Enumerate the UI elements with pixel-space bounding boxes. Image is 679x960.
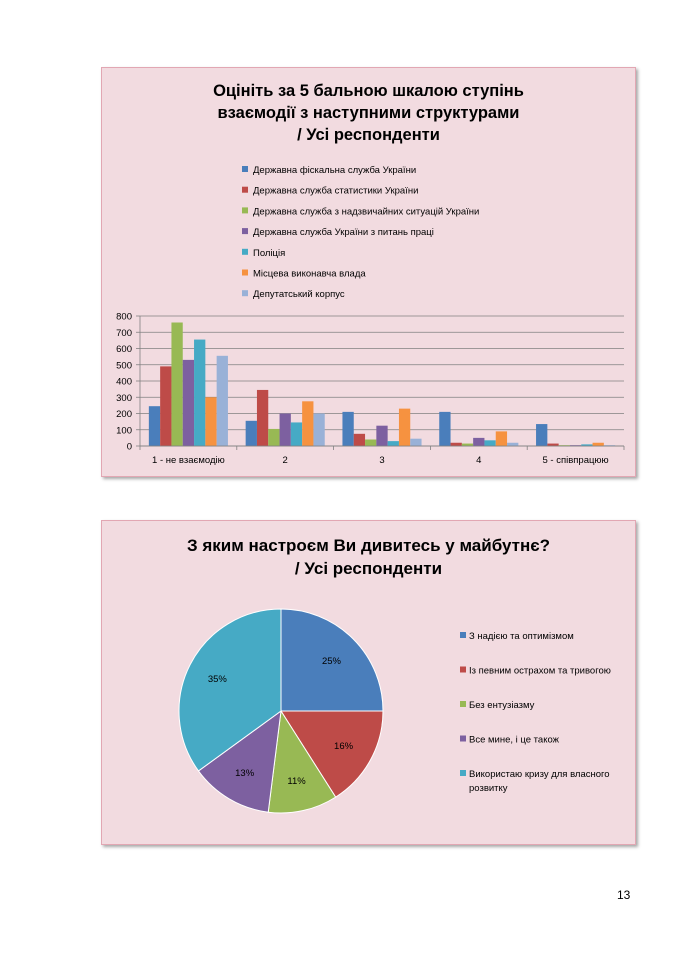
bar-chart: Державна фіскальна служба України Державн… <box>116 165 625 466</box>
legend-swatch <box>460 666 466 673</box>
legend-swatch <box>242 290 248 297</box>
bar <box>205 397 217 446</box>
bar <box>398 408 411 446</box>
y-tick-label: 400 <box>116 377 132 388</box>
pie-chart-title: З яким настроєм Ви дивитесь у майбутнє? … <box>102 534 635 580</box>
legend-label: Державна служба України з питань праці <box>253 227 434 238</box>
x-tick-label: 5 - співпрацюю <box>543 455 609 466</box>
bar <box>256 389 269 446</box>
bar-chart-title-line: Оцініть за 5 бальною шкалою ступінь <box>213 82 524 100</box>
y-tick-label: 100 <box>116 425 132 436</box>
legend-swatch <box>242 228 248 235</box>
bar <box>216 355 228 446</box>
bar <box>581 444 593 446</box>
x-tick-label: 3 <box>379 455 384 466</box>
legend-swatch <box>460 701 466 707</box>
bar <box>547 443 559 446</box>
legend-label: Місцева виконавча влада <box>253 269 366 280</box>
legend-swatch <box>242 248 248 255</box>
bar <box>313 413 325 446</box>
bar <box>353 433 366 446</box>
legend-swatch <box>460 770 466 776</box>
legend-label: Депутатський корпус <box>253 289 345 300</box>
bar <box>245 420 257 446</box>
bar <box>603 445 616 446</box>
pie-chart: 25% 16% 11% 13% 35% З надією та оптимізмом Із … <box>178 608 611 814</box>
legend-label: З надією та оптимізмом <box>469 631 574 642</box>
bar <box>376 425 388 446</box>
bar <box>194 339 206 446</box>
legend-label: Державна фіскальна служба України <box>253 165 416 176</box>
legend-swatch <box>242 207 248 214</box>
legend-label: Без ентузіазму <box>469 700 535 711</box>
pie-data-label: 35% <box>208 674 228 685</box>
bar <box>592 442 604 446</box>
y-tick-label: 600 <box>116 344 132 355</box>
y-tick-label: 500 <box>116 360 132 371</box>
bar <box>279 413 291 446</box>
pie-chart-panel: З яким настроєм Ви дивитесь у майбутнє? … <box>101 520 636 845</box>
bar <box>148 406 161 446</box>
pie-slice <box>267 709 337 814</box>
pie-slice <box>197 709 282 813</box>
pie-data-label: 13% <box>235 768 255 779</box>
bar <box>182 359 195 446</box>
pie-data-label: 25% <box>322 656 342 667</box>
legend-swatch <box>242 166 248 172</box>
legend-swatch <box>460 735 466 742</box>
x-tick-label: 1 - не взаємодію <box>152 455 225 466</box>
bar <box>536 424 548 446</box>
bar-chart-title-line: взаємодії з наступними структурами <box>217 104 520 122</box>
y-tick-label: 200 <box>116 409 132 420</box>
pie-data-label: 11% <box>287 776 306 787</box>
legend-swatch <box>242 269 248 276</box>
bar <box>290 422 303 446</box>
pie-slice <box>280 710 384 798</box>
bar <box>439 411 451 446</box>
y-tick-label: 300 <box>116 393 132 404</box>
x-tick-label: 4 <box>476 455 481 466</box>
legend-label: Поліція <box>253 248 285 259</box>
bar-chart-title: Оцініть за 5 бальною шкалою ступінь взає… <box>102 80 635 146</box>
page-number: 13 <box>617 888 631 902</box>
bar <box>387 441 399 446</box>
bar <box>558 445 570 446</box>
pie-chart-title-line: / Усі респонденти <box>294 559 443 578</box>
bar <box>410 438 422 446</box>
legend-swatch <box>460 632 466 638</box>
bar <box>495 431 508 446</box>
bar <box>268 428 280 446</box>
bar <box>473 437 485 446</box>
legend-label: Використаю кризу для власного <box>469 769 610 780</box>
bar <box>484 440 496 446</box>
legend-label: Все мине, і це також <box>469 735 560 746</box>
pie-data-label: 16% <box>334 741 354 752</box>
pie-slice <box>280 608 384 712</box>
pie-slice <box>178 608 282 772</box>
y-tick-label: 700 <box>116 328 132 339</box>
legend-label: Державна служба з надзвичайних ситуацій … <box>253 206 479 217</box>
bar <box>569 445 582 446</box>
y-tick-label: 0 <box>127 442 132 453</box>
legend-label: розвитку <box>469 783 508 794</box>
x-tick-label: 2 <box>283 455 288 466</box>
legend-label: Із певним острахом та тривогою <box>469 666 611 677</box>
legend-swatch <box>242 186 248 193</box>
pie-chart-title-line: З яким настроєм Ви дивитесь у майбутнє? <box>186 536 551 555</box>
bar <box>507 442 519 446</box>
bar <box>160 366 172 446</box>
bar <box>171 322 183 446</box>
bar-chart-panel: Оцініть за 5 бальною шкалою ступінь взає… <box>101 67 636 477</box>
bar <box>342 411 354 446</box>
bar <box>302 401 314 446</box>
legend-label: Державна служба статистики України <box>253 186 418 197</box>
y-tick-label: 800 <box>116 312 132 323</box>
bar-chart-title-line: / Усі респонденти <box>297 126 440 144</box>
bar <box>461 443 474 446</box>
bar <box>450 442 462 446</box>
bar <box>365 439 377 446</box>
